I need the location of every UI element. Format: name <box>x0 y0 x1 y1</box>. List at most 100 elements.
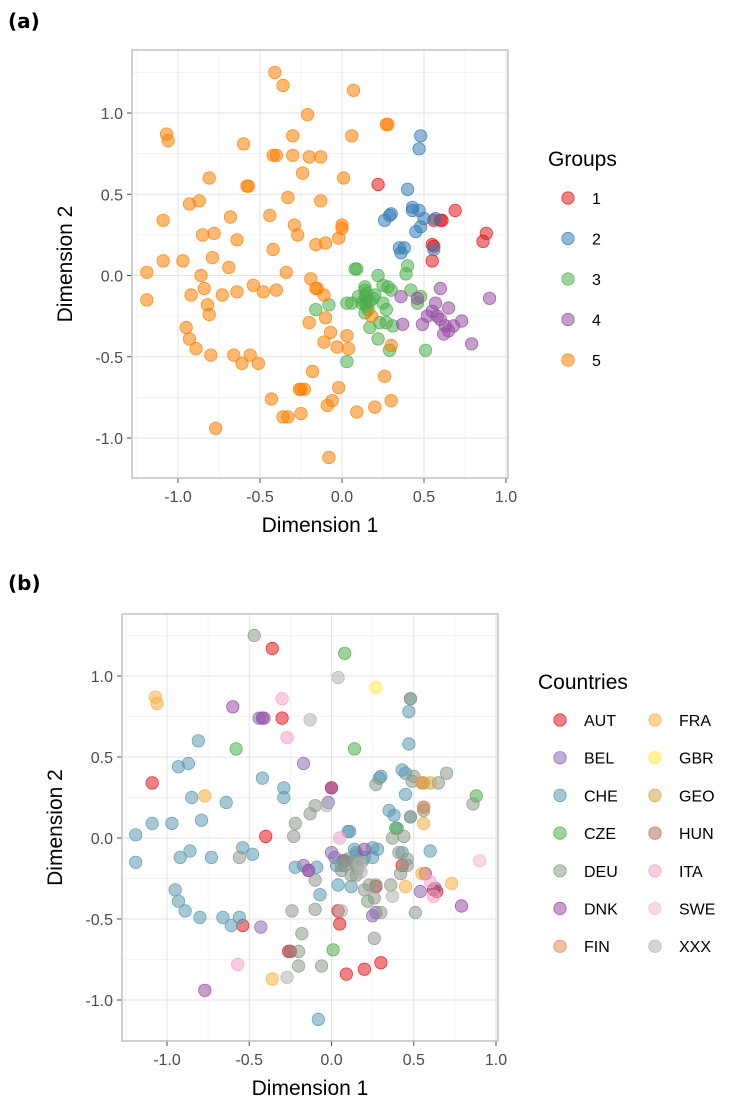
data-point-deu <box>291 959 306 973</box>
data-point-xxx <box>334 904 348 918</box>
data-point-che <box>216 910 230 925</box>
plot-frame <box>131 49 509 479</box>
x-tick-label: 0.0 <box>331 489 353 506</box>
data-point-che <box>313 888 327 902</box>
data-point-che <box>245 847 260 861</box>
data-point-che <box>194 813 209 827</box>
legend-label-che: CHE <box>584 788 618 805</box>
data-point-5 <box>194 268 208 283</box>
data-point-5 <box>179 320 193 335</box>
data-point-che <box>288 860 302 874</box>
data-point-che <box>178 904 192 918</box>
data-point-5 <box>314 150 328 164</box>
data-point-che <box>185 790 199 805</box>
data-point-fin <box>416 800 431 814</box>
data-point-4 <box>455 314 469 328</box>
data-point-4 <box>410 291 424 305</box>
data-point-che <box>402 737 416 751</box>
data-point-5 <box>384 393 398 408</box>
data-point-2 <box>414 129 428 143</box>
data-point-che <box>342 824 357 839</box>
data-point-che <box>255 771 269 785</box>
data-point-2 <box>427 242 441 257</box>
data-point-fra <box>415 866 429 881</box>
data-point-che <box>311 1012 325 1027</box>
data-point-xxx <box>331 670 345 685</box>
data-point-3 <box>340 296 354 310</box>
data-point-5 <box>332 380 346 395</box>
data-point-deu <box>397 829 411 844</box>
data-point-fra <box>444 876 459 891</box>
data-point-5 <box>269 283 283 297</box>
x-tick-label: 1.0 <box>485 1052 507 1069</box>
legend-key-swe <box>648 901 662 916</box>
data-point-5 <box>302 150 316 164</box>
legend-label-1: 1 <box>592 191 601 208</box>
data-point-5 <box>281 410 295 424</box>
data-point-bel <box>296 756 311 771</box>
data-point-5 <box>317 288 331 302</box>
data-point-dnk <box>357 842 371 856</box>
data-point-deu <box>247 628 261 643</box>
data-point-5 <box>182 332 197 346</box>
data-point-5 <box>286 129 300 143</box>
data-point-ita <box>333 831 347 845</box>
legend-key-hun <box>648 826 662 840</box>
data-point-dnk <box>324 781 339 795</box>
legend-label-2: 2 <box>592 232 601 249</box>
data-point-5 <box>215 288 229 302</box>
legend-title: Countries <box>538 671 628 694</box>
data-point-che <box>129 828 143 842</box>
legend-label-xxx: XXX <box>679 939 711 956</box>
data-point-4 <box>464 337 479 351</box>
data-point-che <box>129 855 143 869</box>
data-point-5 <box>317 335 331 349</box>
x-axis-title: Dimension 1 <box>252 1077 369 1100</box>
y-tick-label: -0.5 <box>95 350 123 367</box>
y-tick-label: 0.5 <box>101 187 123 204</box>
data-point-deu <box>232 850 246 865</box>
data-point-5 <box>364 309 379 323</box>
data-point-deu <box>303 807 317 821</box>
legend-key-bel <box>553 751 567 765</box>
data-point-5 <box>204 348 218 362</box>
data-point-5 <box>322 450 336 465</box>
data-point-fra <box>265 972 279 986</box>
y-tick-label: 0.5 <box>91 750 113 767</box>
data-point-5 <box>246 278 260 292</box>
data-point-5 <box>156 213 170 227</box>
data-point-4 <box>394 289 408 304</box>
data-point-2 <box>428 212 443 226</box>
data-point-deu <box>384 878 398 892</box>
y-tick-label: -1.0 <box>85 993 113 1010</box>
data-point-5 <box>235 356 249 370</box>
data-point-3 <box>418 343 433 357</box>
data-point-5 <box>243 348 257 362</box>
data-point-5 <box>196 228 210 242</box>
data-point-deu <box>439 766 454 780</box>
data-point-5 <box>314 194 328 208</box>
data-point-5 <box>330 340 344 354</box>
data-point-fra <box>398 879 413 894</box>
data-point-aut <box>145 776 159 790</box>
panel-label: (b) <box>8 571 41 595</box>
data-point-hun <box>283 944 297 959</box>
legend-key-2 <box>561 231 575 246</box>
legend-label-deu: DEU <box>584 864 618 881</box>
data-point-che <box>173 850 187 865</box>
data-point-5 <box>309 238 323 252</box>
data-point-5 <box>305 364 320 378</box>
data-point-aut <box>265 641 279 656</box>
data-point-fra <box>150 696 164 711</box>
data-point-che <box>183 844 197 858</box>
data-point-aut <box>374 956 388 970</box>
x-tick-label: -1.0 <box>164 489 192 506</box>
data-point-ita <box>275 692 289 706</box>
data-point-5 <box>345 129 359 143</box>
data-point-cze <box>229 742 243 756</box>
legend-key-gbr <box>648 751 662 765</box>
data-point-cze <box>326 943 340 957</box>
legend-key-deu <box>553 864 567 878</box>
data-point-5 <box>294 406 308 421</box>
